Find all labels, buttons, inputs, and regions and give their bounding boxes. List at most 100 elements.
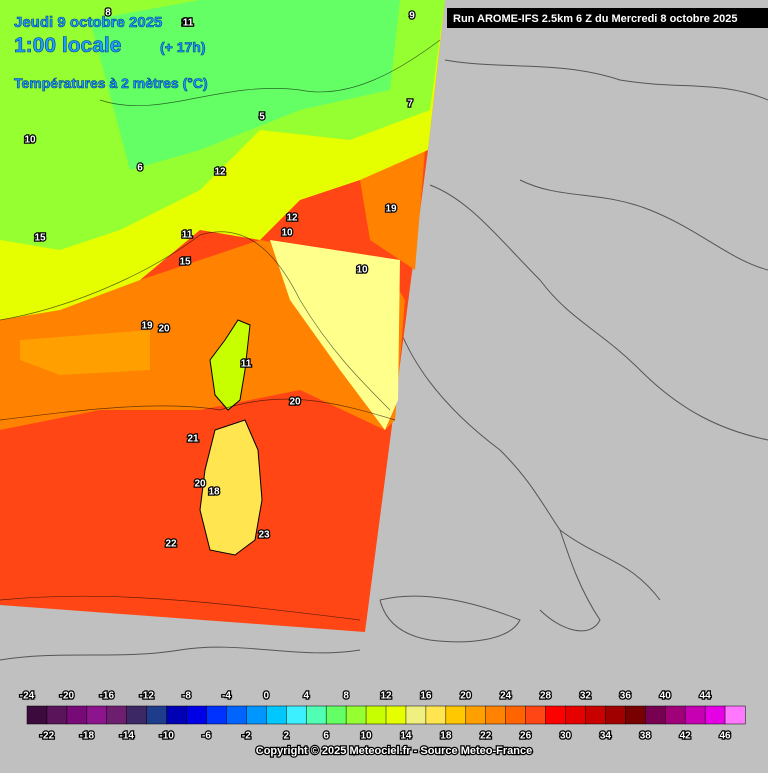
colorbar-label: -6: [202, 731, 211, 742]
colorbar-cell: [206, 705, 227, 725]
temperature-label: 18: [208, 487, 220, 498]
temperature-label: 22: [165, 539, 177, 550]
colorbar-label: -8: [182, 691, 191, 702]
colorbar-cell: [286, 705, 307, 725]
colorbar-label: -18: [80, 731, 95, 742]
colorbar-cell: [86, 705, 108, 725]
colorbar-cell: [645, 705, 666, 725]
colorbar-label: -16: [100, 691, 115, 702]
colorbar-label: -14: [119, 731, 134, 742]
temperature-label: 19: [385, 204, 397, 215]
sea-zone: [20, 330, 150, 375]
copyright: Copyright © 2025 Meteociel.fr - Source M…: [256, 745, 532, 757]
colorbar-label: -24: [20, 691, 35, 702]
colorbar-label: 30: [560, 731, 572, 742]
colorbar-cell: [146, 705, 168, 725]
colorbar-label: 8: [343, 691, 349, 702]
temperature-label: 23: [258, 530, 270, 541]
colorbar-label: 34: [600, 731, 612, 742]
temperature-label: 12: [286, 213, 298, 224]
colorbar-label: 26: [520, 731, 532, 742]
colorbar-cell: [186, 705, 208, 725]
date: Jeudi 9 octobre 2025: [14, 14, 162, 31]
colorbar-label: 32: [580, 691, 592, 702]
temperature-label: 20: [289, 397, 301, 408]
colorbar-cell: [166, 705, 188, 725]
colorbar-cell: [684, 705, 706, 725]
temperature-label: 10: [281, 228, 293, 239]
temperature-label: 11: [183, 18, 194, 29]
colorbar-label: 38: [640, 731, 652, 742]
colorbar-label: 40: [660, 691, 672, 702]
temperature-label: 8: [105, 8, 111, 19]
temperature-label: 20: [194, 479, 206, 490]
colorbar-label: 12: [380, 691, 392, 702]
colorbar-label: 16: [420, 691, 432, 702]
colorbar-label: -20: [60, 691, 75, 702]
temperature-label: 12: [214, 167, 226, 178]
colorbar-cell: [704, 705, 726, 725]
contours: [0, 39, 441, 621]
colorbar-cell: [26, 705, 48, 725]
colorbar-cell: [605, 705, 626, 725]
colorbar-label: 0: [264, 691, 270, 702]
temperature-label: 10: [24, 135, 36, 146]
colorbar-cell: [505, 705, 527, 725]
colorbar-cell: [345, 705, 367, 725]
colorbar-cell: [565, 705, 586, 725]
temperature-label: 10: [356, 265, 368, 276]
colorbar-label: 4: [303, 691, 309, 702]
temperature-label: 15: [179, 257, 191, 268]
colorbar-cell: [405, 705, 427, 725]
colorbar-cell: [545, 705, 567, 725]
colorbar-cell: [445, 705, 467, 725]
corsica: [209, 319, 251, 411]
colorbar-label: 42: [680, 731, 692, 742]
colorbar-cell: [266, 705, 287, 725]
colorbar-cell: [385, 705, 407, 725]
colorbar-label: 22: [480, 731, 492, 742]
colorbar-cell: [126, 705, 148, 725]
colorbar-cell: [724, 705, 746, 725]
temperature-label: 11: [182, 230, 193, 241]
colorbar-cell: [106, 705, 128, 725]
colorbar-cell: [664, 705, 686, 725]
borders: [0, 59, 768, 661]
colorbar-label: 6: [323, 731, 329, 742]
temperature-label: 7: [407, 99, 413, 110]
colorbar-cell: [46, 705, 68, 725]
colorbar-label: 2: [283, 731, 289, 742]
italy-coast: [270, 240, 400, 430]
adriatic-zone: [360, 150, 425, 270]
colorbar-cell: [465, 705, 487, 725]
colorbar-cell: [305, 705, 327, 725]
colorbar: -24-22-20-18-16-14-12-10-8-6-4-202468101…: [19, 689, 746, 743]
colorbar-label: -10: [159, 731, 174, 742]
colorbar-cell: [585, 705, 606, 725]
colorbar-label: 20: [460, 691, 472, 702]
colorbar-cell: [425, 705, 447, 725]
colorbar-cell: [365, 705, 387, 725]
temperature-label: 11: [241, 359, 252, 370]
colorbar-cell: [325, 705, 347, 725]
temperature-label: 15: [34, 233, 46, 244]
temperature-label: 19: [141, 321, 153, 332]
run-box: [447, 8, 768, 28]
temperature-label: 9: [409, 11, 415, 22]
colorbar-label: 36: [620, 691, 632, 702]
colorbar-label: -4: [222, 691, 231, 702]
colorbar-label: 18: [440, 731, 452, 742]
run: Run AROME-IFS 2.5km 6 Z du Mercredi 8 oc…: [453, 13, 737, 25]
colorbar-cell: [625, 705, 646, 725]
colorbar-label: -12: [139, 691, 154, 702]
colorbar-cell: [226, 705, 247, 725]
colorbar-cell: [66, 705, 88, 725]
sardinia: [199, 419, 263, 556]
colorbar-label: -2: [242, 731, 251, 742]
colorbar-label: 14: [400, 731, 412, 742]
colorbar-label: 46: [719, 731, 731, 742]
temperature-label: 5: [259, 112, 265, 123]
colorbar-cell: [525, 705, 547, 725]
